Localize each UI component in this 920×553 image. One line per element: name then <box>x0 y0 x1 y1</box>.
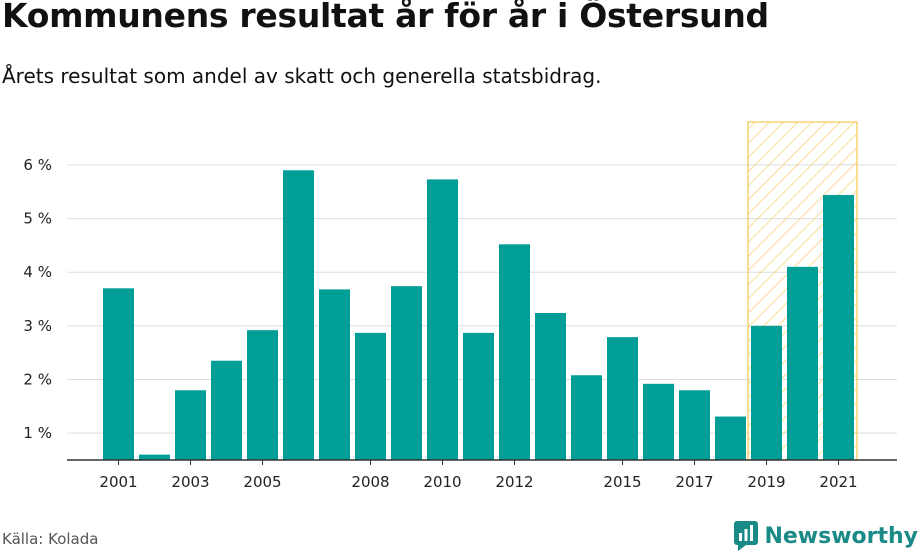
bar-2006 <box>283 170 314 461</box>
bar-2002 <box>139 454 170 460</box>
bar-2019 <box>751 325 782 460</box>
bar-2014 <box>571 375 602 460</box>
bar-2011 <box>463 332 494 460</box>
bar-2020 <box>787 266 818 460</box>
y-tick-label: 4 % <box>23 263 52 281</box>
bar-2010 <box>427 179 458 460</box>
bar-chart: 1 % 2 % 3 % 4 % 5 % 6 % 2001 2003 2005 2008 2010 20… <box>23 121 897 491</box>
bar-2003 <box>175 390 206 460</box>
y-tick-label: 1 % <box>23 424 52 442</box>
x-tick-label: 2010 <box>423 473 461 491</box>
brand-mark: Newsworthy <box>734 519 918 553</box>
bar-2009 <box>391 286 422 460</box>
x-tick-label: 2008 <box>351 473 389 491</box>
bar-2008 <box>355 332 386 460</box>
bar-2012 <box>499 244 530 460</box>
x-tick-label: 2012 <box>495 473 533 491</box>
chart-subtitle: Årets resultat som andel av skatt och ge… <box>2 64 602 88</box>
bar-2016 <box>643 383 674 460</box>
newsworthy-logo-icon <box>734 521 759 551</box>
x-tick-label: 2019 <box>747 473 785 491</box>
x-tick-label: 2005 <box>243 473 281 491</box>
x-tick-label: 2001 <box>99 473 137 491</box>
bar-2021 <box>823 194 854 460</box>
y-tick-label: 5 % <box>23 210 52 228</box>
bars <box>103 170 854 461</box>
bar-2005 <box>247 330 278 460</box>
bar-2017 <box>679 390 710 460</box>
chart-title: Kommunens resultat år för år i Östersund <box>2 0 769 35</box>
bar-2007 <box>319 289 350 460</box>
x-tick-label: 2003 <box>171 473 209 491</box>
bar-2001 <box>103 288 134 460</box>
y-tick-label: 3 % <box>23 317 52 335</box>
bar-2015 <box>607 337 638 460</box>
axes: 1 % 2 % 3 % 4 % 5 % 6 % 2001 2003 2005 2008 2010 20… <box>23 156 897 491</box>
y-tick-label: 2 % <box>23 371 52 389</box>
bar-2004 <box>211 360 242 460</box>
bar-2018 <box>715 416 746 460</box>
source-note: Källa: Kolada <box>2 530 99 548</box>
y-tick-label: 6 % <box>23 156 52 174</box>
x-tick-label: 2015 <box>603 473 641 491</box>
brand-name: Newsworthy <box>764 523 918 549</box>
bar-2013 <box>535 312 566 460</box>
x-tick-label: 2017 <box>675 473 713 491</box>
x-tick-label: 2021 <box>819 473 857 491</box>
